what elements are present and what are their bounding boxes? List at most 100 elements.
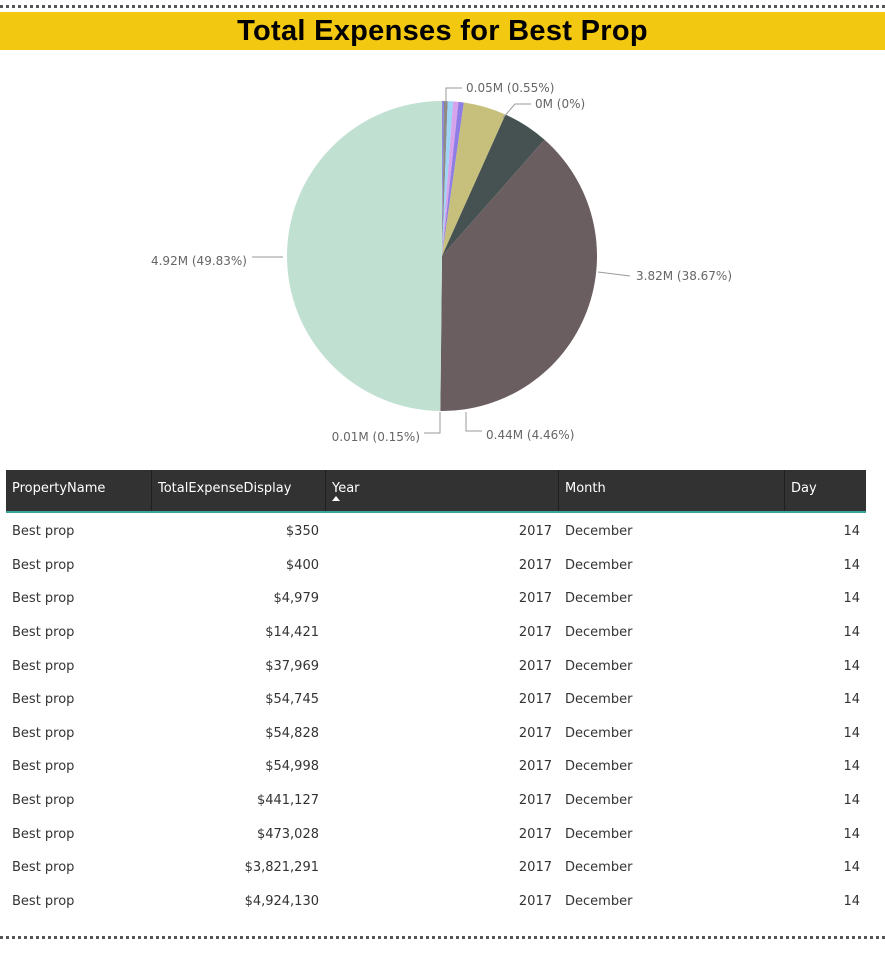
cell-month: December (565, 658, 633, 674)
cell-month: December (565, 725, 633, 741)
cell-property-name: Best prop (12, 625, 75, 641)
cell-year: 2017 (518, 692, 552, 708)
table-row[interactable]: Best prop $441,127 2017 December 14 (6, 784, 866, 818)
header-month[interactable]: Month (558, 470, 784, 511)
bottom-dotted-border (0, 936, 885, 939)
cell-month: December (565, 524, 633, 540)
cell-property-name: Best prop (12, 893, 75, 909)
cell-month: December (565, 893, 633, 909)
pie-slice-5[interactable] (442, 101, 454, 257)
table-row[interactable]: Best prop $350 2017 December 14 (6, 515, 866, 549)
cell-day: 14 (843, 759, 860, 775)
cell-year: 2017 (518, 625, 552, 641)
header-day[interactable]: Day (784, 470, 866, 511)
pie-slice-8[interactable] (442, 102, 506, 256)
pie-data-label-1: 0M (0%) (535, 97, 585, 111)
cell-month: December (565, 759, 633, 775)
cell-year: 2017 (518, 860, 552, 876)
cell-month: December (565, 557, 633, 573)
cell-property-name: Best prop (12, 759, 75, 775)
leader-line-0 (445, 87, 462, 102)
sort-ascending-icon (332, 496, 340, 501)
table-row[interactable]: Best prop $37,969 2017 December 14 (6, 649, 866, 683)
cell-property-name: Best prop (12, 658, 75, 674)
cell-total-expense: $473,028 (256, 826, 319, 842)
cell-year: 2017 (518, 524, 552, 540)
table-row[interactable]: Best prop $4,924,130 2017 December 14 (6, 885, 866, 919)
pie-slice-6[interactable] (442, 101, 459, 256)
cell-total-expense: $14,421 (265, 625, 319, 641)
header-total-expense[interactable]: TotalExpenseDisplay (151, 470, 325, 511)
pie-slice-2[interactable] (442, 101, 443, 256)
table-body: Best prop $350 2017 December 14 Best prop $400… (6, 513, 866, 918)
expense-table: PropertyName TotalExpenseDisplay Year Mo… (6, 470, 866, 918)
cell-year: 2017 (518, 759, 552, 775)
cell-year: 2017 (518, 725, 552, 741)
cell-day: 14 (843, 524, 860, 540)
cell-year: 2017 (518, 591, 552, 607)
table-row[interactable]: Best prop $3,821,291 2017 December 14 (6, 851, 866, 885)
cell-total-expense: $4,979 (273, 591, 320, 607)
cell-property-name: Best prop (12, 591, 75, 607)
cell-total-expense: $350 (285, 524, 319, 540)
cell-property-name: Best prop (12, 692, 75, 708)
cell-month: December (565, 625, 633, 641)
table-row[interactable]: Best prop $4,979 2017 December 14 (6, 582, 866, 616)
pie-slice-4[interactable] (442, 101, 448, 256)
cell-day: 14 (843, 557, 860, 573)
cell-day: 14 (843, 793, 860, 809)
top-dotted-border (0, 5, 885, 8)
table-row[interactable]: Best prop $473,028 2017 December 14 (6, 817, 866, 851)
cell-total-expense: $441,127 (256, 793, 319, 809)
cell-month: December (565, 591, 633, 607)
cell-total-expense: $4,924,130 (244, 893, 319, 909)
pie-chart[interactable]: 0.05M (0.55%) 0M (0%) 3.82M (38.67%) 0.44M … (0, 60, 885, 450)
cell-month: December (565, 692, 633, 708)
cell-total-expense: $37,969 (265, 658, 319, 674)
cell-month: December (565, 860, 633, 876)
cell-year: 2017 (518, 826, 552, 842)
cell-day: 14 (843, 725, 860, 741)
leader-line-4 (424, 412, 441, 434)
cell-day: 14 (843, 591, 860, 607)
leader-line-2 (597, 271, 631, 277)
pie-slice-3[interactable] (442, 101, 444, 256)
cell-property-name: Best prop (12, 826, 75, 842)
header-property-name[interactable]: PropertyName (12, 481, 106, 496)
pie-slice-11[interactable] (286, 101, 442, 411)
pie-data-label-2: 3.82M (38.67%) (636, 269, 732, 283)
cell-total-expense: $400 (285, 557, 319, 573)
page-title: Total Expenses for Best Prop (237, 15, 648, 47)
table-row[interactable]: Best prop $400 2017 December 14 (6, 549, 866, 583)
cell-year: 2017 (518, 557, 552, 573)
title-bar: Total Expenses for Best Prop (0, 12, 885, 50)
cell-property-name: Best prop (12, 725, 75, 741)
cell-property-name: Best prop (12, 860, 75, 876)
cell-month: December (565, 826, 633, 842)
pie-slice-7[interactable] (442, 101, 464, 256)
cell-day: 14 (843, 625, 860, 641)
leader-line-1 (502, 103, 531, 119)
cell-property-name: Best prop (12, 524, 75, 540)
table-row[interactable]: Best prop $54,745 2017 December 14 (6, 683, 866, 717)
table-row[interactable]: Best prop $14,421 2017 December 14 (6, 616, 866, 650)
cell-total-expense: $54,828 (265, 725, 319, 741)
header-year[interactable]: Year (325, 470, 558, 511)
cell-year: 2017 (518, 793, 552, 809)
cell-day: 14 (843, 826, 860, 842)
cell-property-name: Best prop (12, 793, 75, 809)
table-row[interactable]: Best prop $54,828 2017 December 14 (6, 717, 866, 751)
cell-total-expense: $3,821,291 (244, 860, 319, 876)
pie-slice-10[interactable] (440, 139, 597, 411)
table-row[interactable]: Best prop $54,998 2017 December 14 (6, 750, 866, 784)
pie-data-label-5: 4.92M (49.83%) (151, 254, 247, 268)
cell-year: 2017 (518, 658, 552, 674)
pie-data-label-0: 0.05M (0.55%) (466, 81, 554, 95)
pie-data-label-4: 0.01M (0.15%) (332, 430, 420, 444)
pie-slice-9[interactable] (442, 114, 545, 256)
cell-day: 14 (843, 893, 860, 909)
cell-day: 14 (843, 658, 860, 674)
header-year-label: Year (332, 481, 360, 496)
cell-property-name: Best prop (12, 557, 75, 573)
cell-day: 14 (843, 692, 860, 708)
